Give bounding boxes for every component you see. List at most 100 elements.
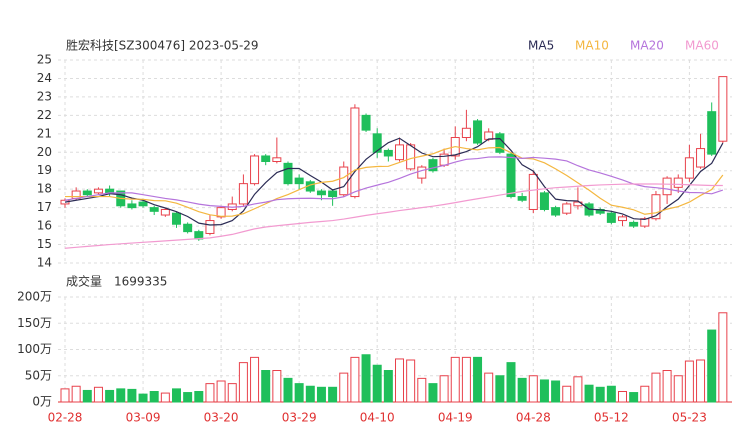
y-tick-label: 17: [37, 200, 52, 214]
volume-bar: [60, 388, 70, 403]
candle-body: [707, 111, 717, 155]
candle-body: [484, 131, 494, 140]
candle-body: [93, 188, 103, 194]
candle-body: [328, 190, 338, 198]
candle-body: [718, 76, 728, 142]
volume-bar: [361, 354, 371, 403]
volume-bar: [417, 377, 427, 403]
ma-line: [65, 145, 724, 217]
volume-bar: [205, 383, 215, 403]
candle-body: [294, 177, 304, 185]
volume-bar: [339, 372, 349, 403]
ma-line: [64, 137, 724, 226]
volume-bar: [216, 380, 226, 403]
y-tick-label: 200万: [17, 290, 52, 304]
y-tick-label: 15: [37, 237, 52, 251]
volume-bar: [506, 362, 516, 403]
x-tick-label: 04-19: [438, 411, 473, 425]
x-tick-label: 04-10: [360, 411, 395, 425]
volume-bar: [606, 385, 616, 403]
volume-bar: [71, 385, 81, 403]
candle-body: [461, 127, 471, 139]
volume-bar: [461, 356, 471, 403]
volume-bar: [439, 375, 449, 403]
candle-body: [250, 155, 260, 185]
candle-body: [406, 144, 416, 170]
volume-bar: [428, 383, 438, 403]
y-tick-label: 24: [37, 71, 52, 85]
candle-body: [172, 212, 181, 225]
volume-bar: [562, 385, 572, 403]
volume-bar: [138, 393, 148, 403]
y-tick-label: 50万: [25, 368, 52, 382]
volume-bar: [595, 386, 605, 403]
candle-body: [160, 208, 170, 216]
candle-body: [272, 157, 282, 163]
candle-body: [651, 194, 661, 220]
candle-body: [629, 221, 639, 227]
candle-body: [551, 207, 561, 216]
candle-body: [149, 207, 159, 212]
legend-item: MA60: [685, 39, 719, 53]
candle-body: [339, 166, 349, 196]
x-tick-label: 03-20: [204, 411, 239, 425]
volume-title: 成交量: [66, 274, 102, 289]
candle-body: [696, 148, 706, 168]
volume-bar: [372, 364, 382, 403]
volume-bar: [227, 383, 237, 403]
x-tick-label: 04-28: [516, 411, 551, 425]
volume-bar: [294, 383, 304, 403]
legend-item: MA20: [630, 39, 664, 53]
volume-bar: [573, 376, 583, 403]
y-tick-label: 23: [37, 89, 52, 103]
candle-body: [506, 153, 516, 198]
volume-bar: [551, 380, 561, 403]
legend-item: MA5: [528, 39, 554, 53]
volume-bar: [183, 392, 193, 403]
candle-body: [283, 162, 293, 185]
candle-body: [395, 144, 404, 161]
volume-bar: [261, 370, 271, 403]
candle-body: [539, 192, 549, 210]
y-tick-label: 19: [37, 163, 52, 177]
volume-bar: [149, 391, 159, 403]
candle-body: [428, 159, 438, 172]
volume-bar: [673, 375, 683, 403]
x-tick-label: 05-12: [594, 411, 629, 425]
volume-bar: [127, 388, 137, 403]
candle-body: [618, 216, 627, 222]
volume-bar: [473, 356, 483, 403]
volume-bar: [93, 386, 103, 403]
x-tick-label: 03-09: [126, 411, 161, 425]
y-tick-label: 14: [37, 256, 52, 270]
y-tick-label: 18: [37, 182, 52, 196]
candle-body: [82, 190, 92, 196]
volume-bar: [684, 360, 694, 403]
volume-bar: [350, 356, 360, 403]
candle-body: [183, 223, 193, 233]
candle-body: [528, 173, 538, 210]
volume-bar: [395, 358, 404, 403]
candle-body: [473, 120, 483, 144]
volume-bar: [484, 372, 494, 403]
candle-body: [138, 201, 148, 207]
candle-body: [562, 203, 572, 214]
volume-bar: [450, 356, 460, 403]
volume-bar: [662, 370, 672, 403]
candle-body: [673, 177, 683, 188]
volume-bar: [618, 391, 627, 403]
volume-bar: [651, 372, 661, 403]
volume-bar: [160, 392, 170, 403]
candle-body: [71, 190, 81, 199]
candle-body: [261, 155, 271, 163]
volume-bar: [707, 329, 717, 403]
volume-bar: [305, 385, 315, 403]
y-tick-label: 100万: [17, 342, 52, 356]
candle-body: [417, 166, 427, 179]
candle-body: [350, 107, 360, 198]
volume-bar: [528, 375, 538, 403]
candle-body: [372, 133, 382, 153]
volume-bar: [629, 392, 639, 403]
volume-bar: [328, 386, 338, 403]
x-tick-label: 03-29: [282, 411, 317, 425]
